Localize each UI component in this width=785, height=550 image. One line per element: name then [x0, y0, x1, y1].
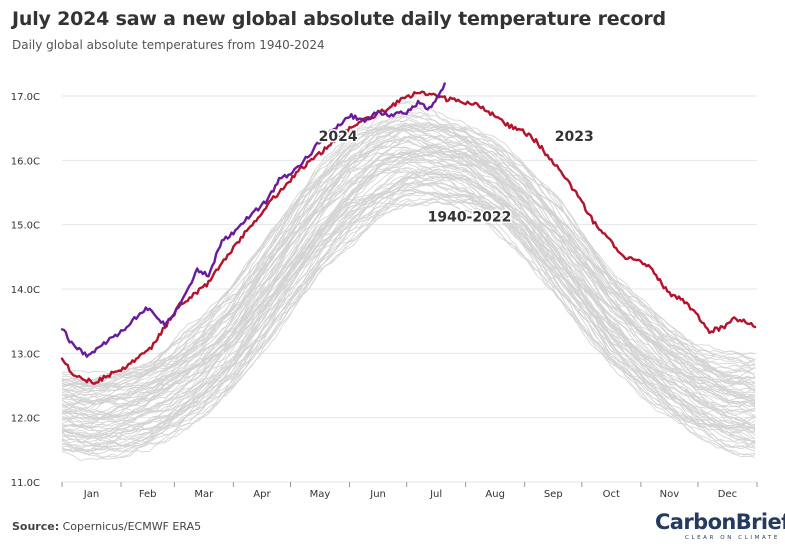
- x-tick-label: Jun: [369, 489, 386, 500]
- x-tick-label: Nov: [660, 489, 680, 500]
- historical-line: [61, 123, 756, 386]
- historical-line: [61, 161, 756, 416]
- historical-line: [61, 172, 756, 434]
- x-tick-label: Sep: [544, 489, 563, 500]
- historical-line: [61, 115, 756, 388]
- y-tick-label: 16.0C: [11, 156, 40, 167]
- annotation-label: 2024: [319, 129, 358, 145]
- historical-line: [61, 150, 756, 428]
- historical-line: [61, 169, 756, 425]
- annotation-label: 2023: [555, 129, 594, 145]
- annotation-label: 1940-2022: [428, 209, 512, 225]
- x-tick-label: Jan: [83, 489, 99, 500]
- x-tick-label: Mar: [194, 489, 214, 500]
- source-note: Source: Copernicus/ECMWF ERA5: [12, 520, 201, 533]
- historical-line: [61, 165, 756, 444]
- source-text: Copernicus/ECMWF ERA5: [62, 520, 202, 533]
- historical-line: [62, 119, 756, 384]
- y-tick-label: 13.0C: [11, 349, 40, 360]
- historical-line: [61, 136, 756, 407]
- source-label: Source:: [12, 520, 60, 533]
- x-tick-label: Aug: [485, 489, 505, 500]
- historical-line: [61, 198, 756, 462]
- historical-line: [61, 149, 756, 415]
- historical-line: [61, 197, 756, 459]
- historical-line: [61, 163, 756, 437]
- x-tick-label: Oct: [603, 489, 620, 500]
- historical-line: [61, 156, 756, 429]
- x-tick-label: Apr: [253, 489, 271, 500]
- historical-line: [61, 144, 756, 413]
- series-2024-line: [60, 82, 446, 358]
- y-tick-label: 15.0C: [11, 221, 40, 232]
- historical-line: [61, 167, 756, 431]
- x-tick-label: Feb: [139, 489, 157, 500]
- x-tick-label: Dec: [718, 489, 737, 500]
- historical-line: [61, 115, 756, 390]
- historical-line: [61, 196, 756, 459]
- y-tick-label: 11.0C: [11, 478, 40, 489]
- carbon-brief-logo: CarbonBrief CLEAR ON CLIMATE: [655, 510, 785, 546]
- y-tick-label: 14.0C: [11, 285, 40, 296]
- historical-line: [61, 153, 756, 423]
- y-tick-label: 17.0C: [11, 92, 40, 103]
- x-tick-label: Jul: [429, 489, 442, 500]
- historical-line: [61, 129, 756, 399]
- logo-tagline: CLEAR ON CLIMATE: [685, 535, 780, 541]
- x-tick-label: May: [310, 489, 331, 500]
- historical-line: [61, 168, 756, 439]
- chart-title: July 2024 saw a new global absolute dail…: [12, 8, 666, 30]
- historical-line: [61, 122, 756, 388]
- historical-line: [61, 173, 756, 437]
- historical-line: [61, 125, 756, 397]
- chart-subtitle: Daily global absolute temperatures from …: [12, 38, 325, 52]
- historical-line: [61, 172, 756, 439]
- historical-line: [61, 192, 756, 446]
- historical-line: [61, 145, 756, 427]
- logo-text: CarbonBrief: [655, 510, 785, 534]
- historical-line: [61, 101, 756, 376]
- y-tick-label: 12.0C: [11, 414, 40, 425]
